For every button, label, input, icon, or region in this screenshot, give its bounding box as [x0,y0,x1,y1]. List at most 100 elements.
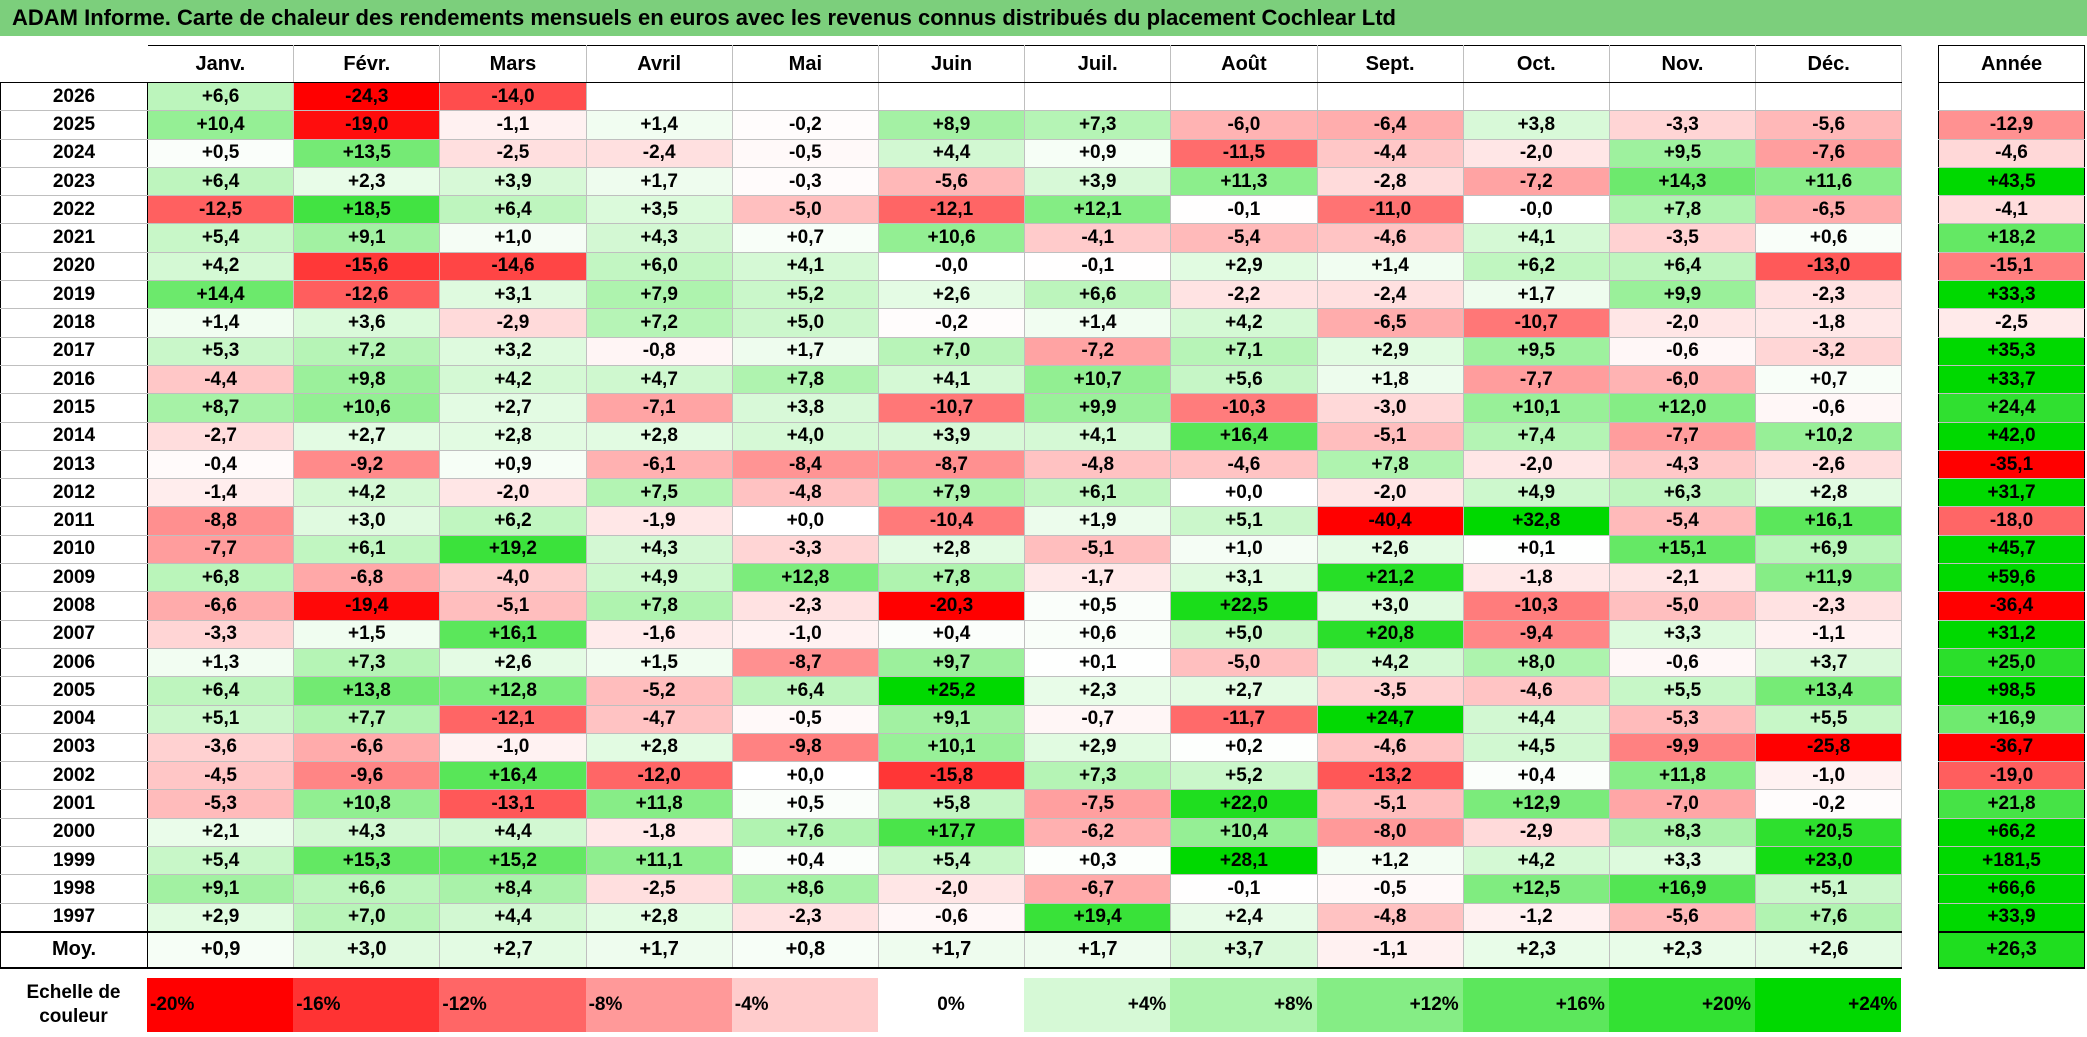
heatmap-cell: -0,1 [1170,874,1318,904]
heatmap-cell: +4,3 [293,817,441,848]
annual-cell: -36,7 [1938,732,2085,763]
average-cell: -1,1 [1316,930,1464,969]
heatmap-cell: -7,5 [1024,789,1172,819]
color-scale-swatch: -4% [731,978,878,1032]
heatmap-cell: -2,9 [439,308,587,338]
heatmap-cell: +11,3 [1170,166,1318,197]
heatmap-cell: +3,9 [1024,166,1172,197]
heatmap-cell: -0,6 [1608,647,1757,678]
average-cell: +0,8 [731,930,879,969]
heatmap-cell: +0,4 [877,619,1026,649]
heatmap-cell: -15,6 [293,251,441,282]
average-cell: +1,7 [585,930,733,969]
heatmap-cell: +0,0 [731,506,879,536]
heatmap-cell: -4,8 [731,478,879,508]
heatmap-cell: +12,1 [1024,195,1172,225]
heatmap-cell: +25,2 [877,676,1026,706]
year-label: 2021 [0,223,148,253]
heatmap-row: 2003 -3,6 -6,6 -1,0 +2,8 -9,8 +10,1 +2,9 +0,2 -4,… [0,732,1903,763]
heatmap-cell: -2,2 [1170,280,1318,310]
heatmap-cell: +3,8 [731,393,879,423]
month-header: Mars [439,45,587,83]
month-header: Juil. [1024,45,1172,83]
average-cell: +0,9 [146,930,295,969]
heatmap-cell: +1,4 [1316,251,1464,282]
month-header: Janv. [147,45,295,83]
heatmap-cell: +1,5 [293,619,441,649]
month-header: Déc. [1755,45,1903,83]
heatmap-row: 2015 +8,7 +10,6 +2,7 -7,1 +3,8 -10,7 +9,9 -10,3-… [0,393,1903,423]
year-label: 2023 [0,166,148,197]
heatmap-cell: -0,6 [1608,336,1757,366]
heatmap-cell: +7,8 [877,563,1026,593]
heatmap-cell: +0,0 [1170,478,1318,508]
heatmap-cell: +3,1 [1170,563,1318,593]
month-header: Sept. [1317,45,1464,83]
heatmap-cell: -1,8 [585,817,733,848]
heatmap-cell: +4,4 [1462,704,1610,734]
heatmap-cell: +2,4 [1170,902,1318,933]
heatmap-cell: -5,6 [1608,902,1757,933]
color-scale-swatch: +12% [1316,978,1463,1032]
heatmap-cell: -13,1 [439,789,587,819]
heatmap-cell: +11,9 [1755,563,1903,593]
annual-cell: -12,9 [1938,110,2085,140]
heatmap-cell: +12,8 [439,676,587,706]
heatmap-row: 2017 +5,3 +7,2 +3,2 -0,8 +1,7 +7,0 -7,2 +7,1 +2,9… [0,336,1903,366]
heatmap-cell: -2,4 [1316,280,1464,310]
heatmap-cell: +3,0 [293,506,441,536]
heatmap-cell: -2,3 [1755,591,1903,621]
heatmap-cell: -2,0 [877,874,1026,904]
heatmap-cell: -2,1 [1608,563,1757,593]
heatmap-cell: +4,9 [1462,478,1610,508]
heatmap-cell: -4,4 [1316,138,1464,168]
heatmap-cell: +8,7 [146,393,295,423]
heatmap-cell: +6,9 [1755,534,1903,565]
heatmap-cell: +0,6 [1024,619,1172,649]
corner-cell [0,45,148,83]
color-scale-legend: Echelle de couleur -20% -16% -12% -8% -4% 0% +… [0,978,1902,1032]
heatmap-cell: -12,5 [146,195,295,225]
year-label: 2004 [0,704,148,734]
average-cell: +2,6 [1755,930,1903,969]
heatmap-row: 2012 -1,4 +4,2 -2,0 +7,5 -4,8 +7,9 +6,1 +0,0 -2,0… [0,478,1903,508]
heatmap-cell: -9,9 [1608,732,1757,763]
heatmap-cell: +2,6 [1316,534,1464,565]
heatmap-cell: -10,3 [1170,393,1318,423]
heatmap-cell: -0,8 [585,336,733,366]
heatmap-cell: +5,4 [877,846,1026,876]
heatmap-cell: -2,3 [731,591,879,621]
heatmap-cell: -5,1 [1316,421,1464,451]
heatmap-cell: +6,4 [146,166,295,197]
heatmap-cell: -0,5 [731,138,879,168]
heatmap-cell: -9,6 [293,761,441,791]
heatmap-cell: -7,7 [1462,364,1610,395]
heatmap-cell: -10,3 [1462,591,1610,621]
heatmap-cell: -40,4 [1316,506,1464,536]
heatmap-cell: +9,1 [146,874,295,904]
heatmap-cell: +1,0 [439,223,587,253]
year-label: 2020 [0,251,148,282]
heatmap-cell: -3,3 [731,534,879,565]
heatmap-cell: -7,0 [1608,789,1757,819]
heatmap-cell: +2,8 [585,421,733,451]
heatmap-cell: +9,8 [293,364,441,395]
year-label: 2006 [0,647,148,678]
heatmap-cell: +0,4 [1462,761,1610,791]
heatmap-cell: +14,4 [146,280,295,310]
annual-cell: -4,1 [1938,195,2085,225]
heatmap-cell: -8,7 [731,647,879,678]
heatmap-cell: -5,6 [877,166,1026,197]
heatmap-cell: +9,1 [877,704,1026,734]
heatmap-cell: +3,5 [585,195,733,225]
heatmap-cell: +6,1 [1024,478,1172,508]
heatmap-cell: -25,8 [1755,732,1903,763]
heatmap-cell: +16,1 [439,619,587,649]
heatmap-cell: -7,6 [1755,138,1903,168]
year-label: 2007 [0,619,148,649]
heatmap-cell: +7,3 [1024,761,1172,791]
heatmap-cell: -19,0 [293,110,441,140]
heatmap-cell: +2,8 [439,421,587,451]
heatmap-cell: -1,1 [439,110,587,140]
heatmap-cell: +7,8 [731,364,879,395]
